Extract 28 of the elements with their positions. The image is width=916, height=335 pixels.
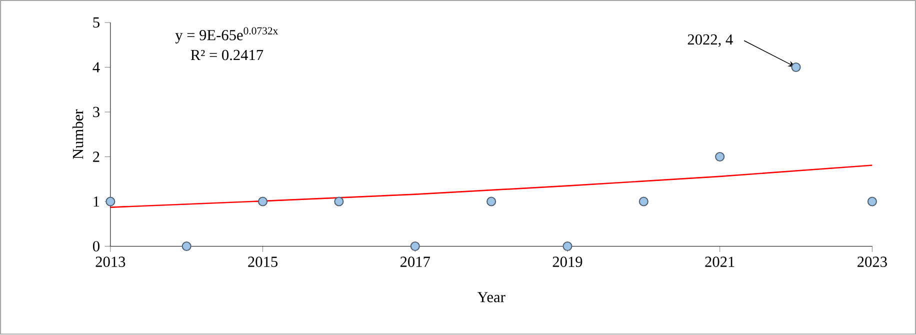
point	[106, 196, 116, 206]
x-tick-label: 2015	[248, 256, 278, 268]
point	[334, 196, 344, 206]
x-tick-label: 2021	[705, 256, 734, 268]
y-tick-label: 3	[93, 107, 100, 118]
annotation: 2022, 4	[688, 34, 733, 48]
point	[182, 242, 192, 252]
x-tick-label: 2019	[552, 256, 582, 268]
y-tick-label: 4	[92, 62, 100, 72]
point	[562, 242, 572, 252]
point	[638, 196, 648, 206]
x-tick-label: 2017	[400, 256, 430, 268]
x-axis-title: Year	[477, 292, 506, 302]
annotation: y = 9E-65e$^{0.0732x}$	[175, 27, 278, 44]
x-tick-label: 2023	[858, 256, 887, 268]
y-tick-label: 1	[94, 196, 100, 207]
x-tick-label: 2013	[96, 256, 126, 268]
point	[791, 62, 801, 72]
y-tick-label: 2	[93, 152, 100, 162]
y-axis-title: Number	[72, 110, 84, 160]
point	[410, 242, 420, 252]
point	[715, 152, 725, 162]
y-tick-label: 0	[92, 241, 100, 252]
point	[258, 196, 268, 206]
annotation: R² = 0.2417	[190, 50, 264, 60]
y-tick-label: 5	[93, 18, 100, 28]
point	[867, 196, 877, 206]
point	[486, 196, 496, 206]
